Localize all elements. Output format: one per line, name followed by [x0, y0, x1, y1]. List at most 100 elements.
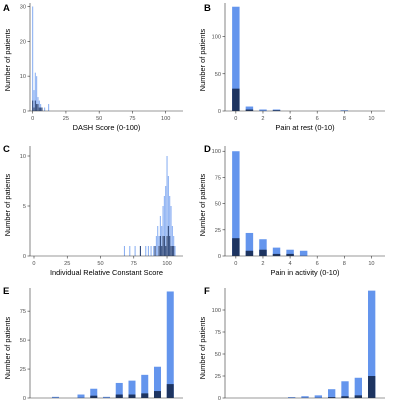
bar-d-total: [299, 250, 308, 256]
panel-label-e: E: [3, 286, 9, 297]
bar-a-total: [33, 90, 35, 111]
x-tick-label-d: 4: [289, 261, 292, 267]
y-tick-label-c: 10: [20, 154, 26, 160]
bar-a-dark: [37, 104, 39, 111]
bar-c-total: [174, 246, 176, 256]
x-tick-label-a: 100: [161, 116, 170, 122]
y-tick-label-d: 25: [215, 228, 221, 234]
bar-c-dark: [139, 246, 141, 256]
bar-f-total: [354, 377, 362, 398]
y-tick-label-c: 0: [23, 254, 26, 260]
y-tick-label-d: 0: [218, 254, 221, 260]
bar-c-total: [147, 246, 149, 256]
bar-c-dark: [159, 236, 161, 256]
bar-c-total: [162, 206, 164, 256]
bar-e-dark: [153, 391, 162, 398]
bar-d-total: [232, 151, 240, 256]
bar-c-total: [157, 226, 159, 256]
y-tick-label-e: 25: [20, 367, 26, 373]
bar-b-total: [259, 109, 267, 111]
x-tick-label-d: 8: [343, 261, 346, 267]
bar-f-dark: [328, 397, 336, 398]
bar-c-dark: [171, 246, 173, 256]
bar-a-total: [44, 107, 46, 111]
bar-a-total: [36, 76, 38, 111]
bar-c-total: [163, 196, 165, 256]
bar-c-total: [155, 236, 157, 256]
bar-a-dark: [32, 100, 34, 111]
bar-a-total: [38, 100, 40, 111]
bar-b-dark: [245, 109, 254, 111]
y-tick-label-b: 0: [218, 109, 221, 115]
bar-e-dark: [166, 384, 174, 398]
y-axis-title-c: Number of patients: [3, 173, 12, 236]
bar-e-total: [141, 374, 149, 398]
y-tick-label-d: 75: [215, 175, 221, 181]
bar-c-total: [170, 206, 172, 256]
y-tick-label-f: 0: [218, 396, 221, 400]
bar-c-dark: [161, 246, 163, 256]
bar-d-total: [272, 247, 281, 256]
bar-f-total: [328, 389, 336, 398]
bar-a-dark: [33, 107, 35, 111]
y-tick-label-b: 100: [212, 35, 221, 41]
bar-c-dark: [154, 246, 156, 256]
y-tick-label-f: 50: [215, 352, 221, 358]
bar-f-dark: [354, 395, 362, 398]
bar-a-dark: [34, 100, 36, 111]
bar-e-total: [77, 394, 85, 398]
bar-c-total: [150, 246, 152, 256]
bar-b-total: [340, 110, 349, 111]
bar-d-total: [259, 239, 267, 256]
y-tick-label-a: 20: [20, 39, 26, 45]
bar-e-dark: [115, 394, 123, 398]
bar-c-dark: [162, 236, 164, 256]
y-axis-title-a: Number of patients: [3, 28, 12, 91]
x-tick-label-c: 75: [131, 261, 137, 267]
x-tick-label-c: 0: [32, 261, 35, 267]
y-tick-label-c: 5: [23, 204, 26, 210]
bar-c-total: [129, 246, 131, 256]
bar-c-total: [161, 226, 163, 256]
bar-d-dark: [272, 253, 281, 256]
bar-e-total: [153, 366, 162, 398]
bar-e-dark: [141, 393, 149, 398]
bar-c-dark: [170, 246, 172, 256]
x-tick-label-c: 25: [64, 261, 70, 267]
y-axis-title-f: Number of patients: [198, 316, 207, 379]
bar-a-total: [32, 6, 34, 111]
bar-e-total: [166, 291, 174, 398]
bar-c-total: [145, 246, 147, 256]
bar-c-total: [167, 176, 169, 256]
x-tick-label-d: 6: [316, 261, 319, 267]
y-tick-label-f: 75: [215, 330, 221, 336]
x-tick-label-c: 50: [97, 261, 103, 267]
x-tick-label-a: 0: [31, 116, 34, 122]
x-tick-label-b: 2: [261, 116, 264, 122]
bar-d-dark: [286, 253, 294, 256]
y-tick-label-e: 50: [20, 338, 26, 344]
bar-b-total: [245, 106, 254, 111]
bar-a-dark: [36, 104, 38, 111]
y-axis-title-b: Number of patients: [198, 28, 207, 91]
y-tick-label-b: 50: [215, 72, 221, 78]
y-tick-label-d: 100: [212, 149, 221, 155]
panel-label-c: C: [3, 144, 10, 155]
bar-a-dark: [38, 107, 40, 111]
y-axis-title-e: Number of patients: [3, 316, 12, 379]
bar-d-dark: [245, 250, 254, 256]
bar-c-dark: [173, 246, 175, 256]
panel-label-b: B: [204, 3, 211, 14]
bar-f-total: [368, 290, 376, 398]
x-tick-label-d: 0: [234, 261, 237, 267]
bar-c-dark: [163, 236, 165, 256]
bar-f-total: [341, 381, 349, 398]
y-tick-label-e: 0: [23, 396, 26, 400]
bar-a-dark: [40, 107, 42, 111]
bar-c-dark: [169, 236, 171, 256]
bar-e-total: [90, 388, 98, 398]
bar-c-total: [153, 246, 155, 256]
panel-label-f: F: [204, 286, 210, 297]
bar-d-dark: [259, 249, 267, 256]
